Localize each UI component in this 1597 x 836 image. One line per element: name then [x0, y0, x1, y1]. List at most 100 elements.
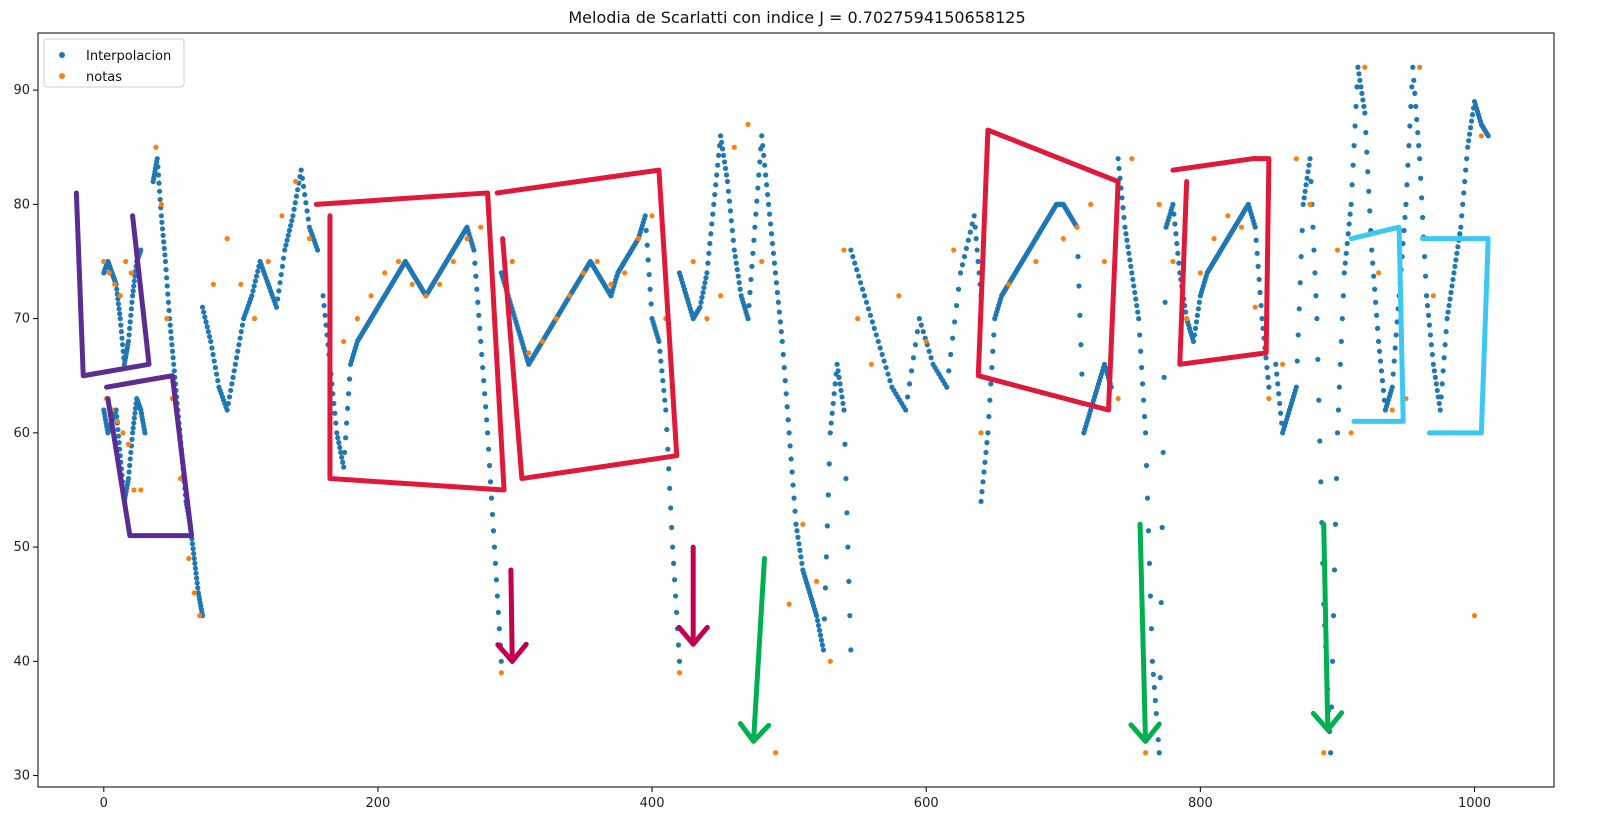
interpolacion-point — [1308, 178, 1314, 185]
notas-point — [1184, 316, 1190, 322]
notas-point — [123, 258, 129, 265]
interpolacion-point — [473, 273, 479, 279]
interpolacion-point — [1367, 208, 1373, 214]
interpolacion-point — [703, 275, 709, 281]
interpolacion-point — [1462, 178, 1468, 185]
interpolacion-point — [275, 296, 281, 302]
interpolacion-point — [125, 338, 132, 345]
interpolacion-point — [1311, 247, 1317, 253]
interpolacion-point — [711, 201, 717, 207]
notas-point — [759, 258, 765, 265]
interpolacion-point — [829, 410, 835, 416]
interpolacion-point — [300, 183, 307, 190]
interpolacion-point — [1127, 257, 1133, 263]
interpolacion-point — [974, 247, 980, 253]
interpolacion-point — [850, 253, 856, 260]
interpolacion-point — [1355, 64, 1361, 70]
interpolacion-point — [982, 459, 988, 465]
interpolacion-point — [746, 302, 752, 309]
interpolacion-point — [1124, 237, 1130, 243]
notas-point — [177, 475, 184, 482]
interpolacion-point — [496, 626, 502, 632]
interpolacion-point — [1417, 156, 1423, 162]
notas-point — [120, 430, 126, 436]
interpolacion-point — [493, 577, 500, 583]
interpolacion-point — [821, 616, 827, 622]
interpolacion-point — [1315, 356, 1321, 363]
interpolacion-point — [128, 312, 134, 318]
interpolacion-point — [664, 426, 670, 433]
interpolacion-point — [764, 182, 770, 188]
interpolacion-point — [157, 196, 163, 203]
interpolacion-point — [132, 405, 139, 411]
interpolacion-point — [1137, 332, 1143, 338]
interpolacion-point — [760, 143, 766, 149]
notas-point — [125, 441, 132, 447]
interpolacion-point — [1145, 528, 1152, 534]
interpolacion-point — [725, 188, 732, 194]
interpolacion-point — [903, 407, 909, 413]
interpolacion-point — [875, 338, 881, 345]
interpolacion-point — [1401, 227, 1407, 234]
interpolacion-point — [1254, 250, 1260, 256]
interpolacion-point — [159, 226, 166, 232]
interpolacion-point — [745, 316, 751, 322]
notas-point — [718, 293, 724, 299]
interpolacion-point — [788, 456, 794, 462]
y-tick-label: 50 — [13, 540, 30, 555]
notas-point — [896, 293, 902, 299]
notas-point — [704, 316, 710, 322]
interpolacion-point — [162, 252, 168, 258]
interpolacion-point — [251, 283, 257, 289]
interpolacion-point — [873, 332, 879, 338]
interpolacion-point — [1416, 143, 1422, 149]
interpolacion-point — [1449, 283, 1455, 289]
interpolacion-point — [1257, 289, 1263, 296]
interpolacion-point — [483, 404, 489, 410]
notas-point — [1170, 258, 1176, 265]
interpolacion-point — [235, 348, 241, 354]
interpolacion-point — [339, 454, 345, 460]
notas-point — [224, 236, 230, 242]
interpolacion-point — [1128, 263, 1134, 269]
interpolacion-point — [1413, 103, 1419, 110]
x-tick-label: 400 — [640, 796, 665, 811]
interpolacion-point — [991, 332, 997, 338]
interpolacion-point — [132, 273, 138, 279]
interpolacion-point — [841, 407, 847, 413]
notas-point — [1417, 64, 1423, 70]
interpolacion-point — [1460, 201, 1466, 207]
notas-point — [1321, 750, 1327, 756]
interpolacion-point — [972, 224, 978, 230]
interpolacion-point — [914, 329, 921, 335]
interpolacion-point — [320, 293, 326, 299]
interpolacion-point — [1420, 214, 1426, 221]
interpolacion-point — [1158, 599, 1164, 606]
notas-point — [191, 590, 197, 596]
interpolacion-point — [277, 280, 283, 286]
interpolacion-point — [482, 391, 488, 397]
interpolacion-point — [1362, 110, 1368, 116]
interpolacion-point — [472, 260, 478, 266]
interpolacion-point — [1126, 250, 1132, 256]
interpolacion-point — [1402, 214, 1408, 221]
notas-point — [731, 144, 737, 150]
notas-point — [138, 487, 144, 493]
interpolacion-point — [131, 278, 137, 284]
interpolacion-point — [1459, 213, 1465, 219]
interpolacion-point — [474, 286, 480, 292]
interpolacion-point — [772, 270, 779, 276]
legend-marker — [59, 52, 65, 58]
interpolacion-point — [170, 355, 176, 361]
notas-point — [690, 258, 696, 265]
notas-point — [238, 281, 244, 287]
interpolacion-point — [729, 227, 735, 234]
interpolacion-point — [1273, 361, 1279, 367]
interpolacion-point — [191, 555, 197, 562]
interpolacion-point — [700, 289, 706, 296]
interpolacion-point — [481, 378, 487, 384]
interpolacion-point — [156, 180, 162, 186]
interpolacion-point — [1446, 302, 1452, 309]
interpolacion-point — [341, 464, 347, 470]
interpolacion-point — [1313, 293, 1319, 299]
